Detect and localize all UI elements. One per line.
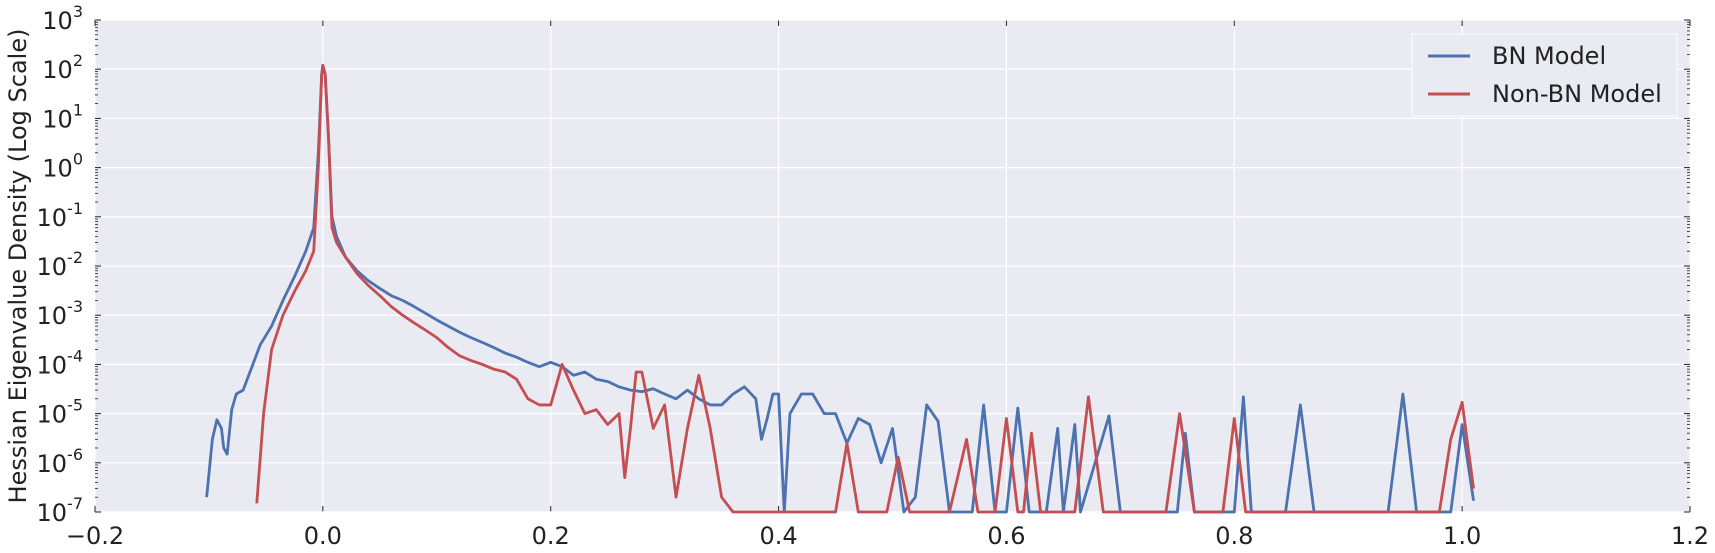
legend-box: [1411, 33, 1678, 117]
x-tick-label: 1.0: [1443, 522, 1481, 550]
y-tick-label: 102: [42, 51, 83, 84]
x-tick-labels: −0.2 0.0 0.2 0.4 0.6 0.8 1.0 1.2: [66, 522, 1709, 550]
y-tick-label: 103: [42, 2, 83, 35]
y-tick-labels: 10-7 10-6 10-5 10-4 10-3 10-2 10-1 100 101 102 103: [37, 2, 84, 527]
y-tick-label: 10-1: [37, 199, 84, 232]
y-tick-label: 10-4: [37, 346, 84, 379]
y-tick-label: 100: [42, 150, 83, 183]
x-tick-label: 0.8: [1215, 522, 1253, 550]
y-tick-label: 10-2: [37, 248, 84, 281]
x-tick-label: −0.2: [66, 522, 124, 550]
minor-ticks: [95, 21, 1690, 498]
y-tick-label: 10-5: [37, 396, 84, 429]
series-lines: [205, 63, 1475, 514]
x-tick-label: 0.4: [759, 522, 797, 550]
legend-label-bn-model: BN Model: [1492, 42, 1606, 70]
legend: BN Model Non-BN Model: [1411, 33, 1678, 117]
x-tick-label: 0.2: [532, 522, 570, 550]
y-tick-label: 101: [42, 100, 83, 133]
y-tick-label: 10-3: [37, 297, 84, 330]
x-tick-label: 0.6: [987, 522, 1025, 550]
series-line-non-bn-model: [255, 63, 1475, 514]
y-tick-label: 10-7: [37, 494, 84, 527]
y-axis-label: Hessian Eigenvalue Density (Log Scale): [4, 29, 32, 504]
x-tick-label: 0.0: [304, 522, 342, 550]
x-tick-label: 1.2: [1671, 522, 1709, 550]
y-tick-label: 10-6: [37, 445, 84, 478]
legend-label-non-bn-model: Non-BN Model: [1492, 80, 1662, 108]
